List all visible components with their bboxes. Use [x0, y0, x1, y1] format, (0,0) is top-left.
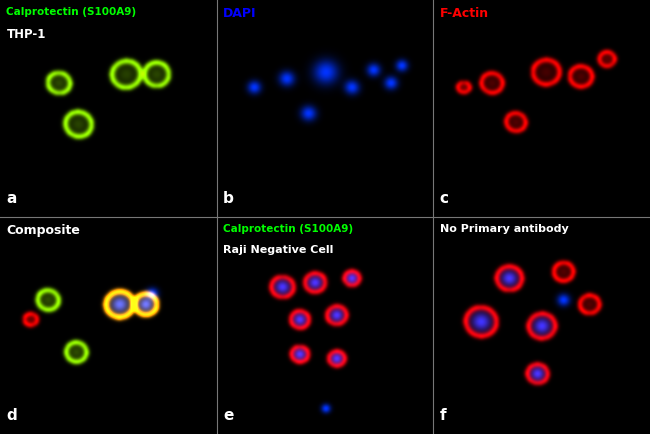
Text: THP-1: THP-1	[6, 28, 46, 41]
Text: a: a	[6, 191, 17, 206]
Text: F-Actin: F-Actin	[440, 7, 489, 20]
Text: DAPI: DAPI	[223, 7, 257, 20]
Text: Composite: Composite	[6, 224, 81, 237]
Text: Calprotectin (S100A9): Calprotectin (S100A9)	[6, 7, 136, 16]
Text: c: c	[440, 191, 449, 206]
Text: Raji Negative Cell: Raji Negative Cell	[223, 245, 333, 255]
Text: Calprotectin (S100A9): Calprotectin (S100A9)	[223, 224, 354, 233]
Text: b: b	[223, 191, 234, 206]
Text: e: e	[223, 408, 233, 423]
Text: f: f	[440, 408, 447, 423]
Text: No Primary antibody: No Primary antibody	[440, 224, 569, 233]
Text: d: d	[6, 408, 18, 423]
